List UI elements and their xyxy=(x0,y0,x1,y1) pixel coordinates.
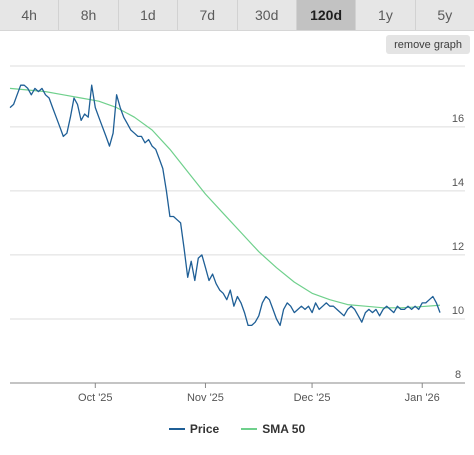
range-tab-8h[interactable]: 8h xyxy=(59,0,119,30)
y-axis-ticks: 8 10 12 14 16 xyxy=(452,113,464,381)
x-axis-ticks: Oct '25 Nov '25 Dec '25 Jan '26 xyxy=(10,382,465,404)
legend-swatch xyxy=(168,428,185,430)
y-tick-label: 10 xyxy=(452,305,464,317)
x-tick-label: Dec '25 xyxy=(294,392,331,404)
legend-label: SMA 50 xyxy=(262,422,306,436)
x-tick-label: Nov '25 xyxy=(187,392,224,404)
range-tab-1y[interactable]: 1y xyxy=(356,0,416,30)
legend-item-price[interactable]: Price xyxy=(168,422,220,436)
grid-lines xyxy=(10,65,465,384)
series-lines xyxy=(9,84,441,327)
remove-graph-button[interactable]: remove graph xyxy=(386,35,470,54)
legend-label: Price xyxy=(189,422,220,436)
range-tab-7d[interactable]: 7d xyxy=(178,0,238,30)
legend-swatch xyxy=(241,428,258,430)
range-tab-4h[interactable]: 4h xyxy=(0,0,60,30)
price-series-line xyxy=(9,84,441,327)
range-tab-5y[interactable]: 5y xyxy=(437,7,453,23)
x-tick-label: Jan '26 xyxy=(405,392,440,404)
legend-item-sma-50[interactable]: SMA 50 xyxy=(241,422,305,436)
y-tick-label: 14 xyxy=(452,177,464,189)
x-tick-label: Oct '25 xyxy=(78,392,113,404)
y-tick-label: 12 xyxy=(452,241,464,253)
range-tab-120d[interactable]: 120d xyxy=(296,0,357,30)
time-range-tabs: 4h 8h 1d 7d 30d 120d 1y 5y xyxy=(0,0,474,31)
range-tab-30d[interactable]: 30d xyxy=(238,0,297,30)
sma-50-series-line xyxy=(9,87,441,309)
y-tick-label: 8 xyxy=(455,369,461,381)
y-tick-label: 16 xyxy=(452,113,464,125)
chart-legend: Price SMA 50 xyxy=(0,418,474,440)
range-tab-1d[interactable]: 1d xyxy=(119,0,179,30)
